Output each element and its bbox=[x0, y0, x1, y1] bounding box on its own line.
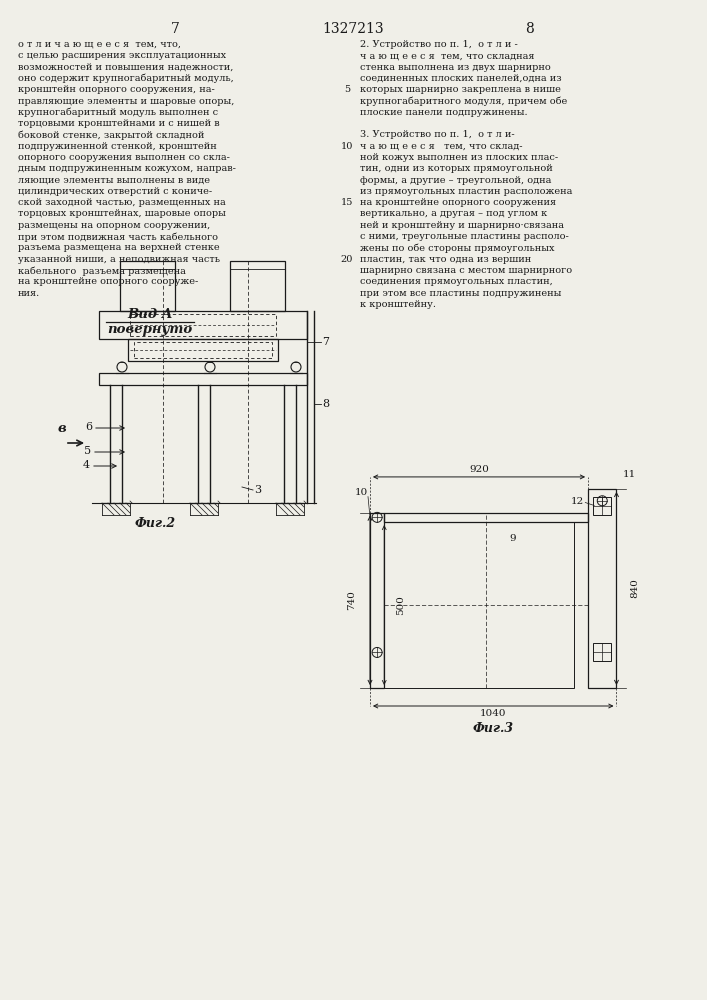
Text: правляющие элементы и шаровые опоры,: правляющие элементы и шаровые опоры, bbox=[18, 97, 235, 105]
Text: 12: 12 bbox=[571, 497, 584, 506]
Text: с ними, треугольные пластины располо-: с ними, треугольные пластины располо- bbox=[360, 232, 568, 241]
Text: 500: 500 bbox=[396, 595, 405, 615]
Text: ной кожух выполнен из плоских плас-: ной кожух выполнен из плоских плас- bbox=[360, 153, 558, 162]
Text: 9: 9 bbox=[509, 534, 515, 543]
Text: подпружиненной стенкой, кронштейн: подпружиненной стенкой, кронштейн bbox=[18, 142, 217, 151]
Text: разъема размещена на верхней стенке: разъема размещена на верхней стенке bbox=[18, 243, 220, 252]
Bar bbox=[384, 522, 574, 688]
Text: повернуто: повернуто bbox=[107, 323, 192, 336]
Bar bbox=[128, 339, 278, 361]
Text: ской заходной частью, размещенных на: ской заходной частью, размещенных на bbox=[18, 198, 226, 207]
Text: кабельного  разъема размещена: кабельного разъема размещена bbox=[18, 266, 186, 275]
Text: 15: 15 bbox=[341, 198, 354, 207]
Bar bbox=[130, 314, 276, 336]
Bar bbox=[230, 261, 285, 311]
Text: крупногабаритный модуль выполнен с: крупногабаритный модуль выполнен с bbox=[18, 108, 218, 117]
Text: торцовых кронштейнах, шаровые опоры: торцовых кронштейнах, шаровые опоры bbox=[18, 210, 226, 219]
Text: шарнирно связана с местом шарнирного: шарнирно связана с местом шарнирного bbox=[360, 266, 572, 275]
Text: Вид А: Вид А bbox=[127, 308, 173, 321]
Text: 7: 7 bbox=[322, 337, 329, 347]
Text: пластин, так что одна из вершин: пластин, так что одна из вершин bbox=[360, 255, 531, 264]
Text: ней и кронштейну и шарнирно·связана: ней и кронштейну и шарнирно·связана bbox=[360, 221, 564, 230]
Text: 5: 5 bbox=[84, 446, 91, 456]
Text: на кронштейне опорного сооруже-: на кронштейне опорного сооруже- bbox=[18, 277, 198, 286]
Text: 840: 840 bbox=[631, 579, 639, 598]
Text: 3. Устройство по п. 1,  о т л и-: 3. Устройство по п. 1, о т л и- bbox=[360, 130, 515, 139]
Text: при этом подвижная часть кабельного: при этом подвижная часть кабельного bbox=[18, 232, 218, 242]
Bar bbox=[588, 489, 617, 688]
Bar bbox=[134, 342, 272, 358]
Bar bbox=[99, 311, 307, 339]
Text: оно содержит крупногабаритный модуль,: оно содержит крупногабаритный модуль, bbox=[18, 74, 234, 83]
Text: при этом все пластины подпружинены: при этом все пластины подпружинены bbox=[360, 289, 561, 298]
Text: о т л и ч а ю щ е е с я  тем, что,: о т л и ч а ю щ е е с я тем, что, bbox=[18, 40, 181, 49]
Text: 6: 6 bbox=[85, 422, 92, 432]
Text: ч а ю щ е е с я  тем, что складная: ч а ю щ е е с я тем, что складная bbox=[360, 51, 534, 60]
Text: соединения прямоугольных пластин,: соединения прямоугольных пластин, bbox=[360, 277, 553, 286]
Text: стенка выполнена из двух шарнирно: стенка выполнена из двух шарнирно bbox=[360, 63, 551, 72]
Bar bbox=[593, 497, 612, 515]
Text: жены по обе стороны прямоугольных: жены по обе стороны прямоугольных bbox=[360, 243, 554, 253]
Text: 8: 8 bbox=[525, 22, 534, 36]
Text: цилиндрических отверстий с кониче-: цилиндрических отверстий с кониче- bbox=[18, 187, 212, 196]
Text: 4: 4 bbox=[83, 460, 90, 470]
Text: тин, одни из которых прямоугольной: тин, одни из которых прямоугольной bbox=[360, 164, 553, 173]
Text: 920: 920 bbox=[469, 465, 489, 474]
Text: 11: 11 bbox=[622, 470, 636, 479]
Text: из прямоугольных пластин расположена: из прямоугольных пластин расположена bbox=[360, 187, 573, 196]
Text: 1040: 1040 bbox=[480, 709, 506, 718]
Text: ляющие элементы выполнены в виде: ляющие элементы выполнены в виде bbox=[18, 176, 210, 185]
Text: 10: 10 bbox=[341, 142, 354, 151]
Text: к кронштейну.: к кронштейну. bbox=[360, 300, 436, 309]
Text: плоские панели подпружинены.: плоские панели подпружинены. bbox=[360, 108, 527, 117]
Text: на кронштейне опорного сооружения: на кронштейне опорного сооружения bbox=[360, 198, 556, 207]
Text: возможностей и повышения надежности,: возможностей и повышения надежности, bbox=[18, 63, 233, 72]
Text: с целью расширения эксплуатационных: с целью расширения эксплуатационных bbox=[18, 51, 226, 60]
Text: ния.: ния. bbox=[18, 289, 40, 298]
Text: 5: 5 bbox=[344, 85, 350, 94]
Text: указанной ниши, а неподвижная часть: указанной ниши, а неподвижная часть bbox=[18, 255, 220, 264]
Text: 8: 8 bbox=[322, 399, 329, 409]
Text: которых шарнирно закреплена в нише: которых шарнирно закреплена в нише bbox=[360, 85, 561, 94]
Text: Фиг.2: Фиг.2 bbox=[134, 517, 175, 530]
Text: Фиг.3: Фиг.3 bbox=[473, 722, 514, 735]
Text: 7: 7 bbox=[170, 22, 180, 36]
Text: 2. Устройство по п. 1,  о т л и -: 2. Устройство по п. 1, о т л и - bbox=[360, 40, 518, 49]
Bar bbox=[99, 373, 307, 385]
Text: вертикально, а другая – под углом к: вертикально, а другая – под углом к bbox=[360, 210, 547, 219]
Text: торцовыми кронштейнами и с нишей в: торцовыми кронштейнами и с нишей в bbox=[18, 119, 220, 128]
Text: в: в bbox=[58, 422, 66, 435]
Text: кронштейн опорного сооружения, на-: кронштейн опорного сооружения, на- bbox=[18, 85, 215, 94]
Text: опорного сооружения выполнен со скла-: опорного сооружения выполнен со скла- bbox=[18, 153, 230, 162]
Text: 10: 10 bbox=[355, 488, 368, 497]
Text: боковой стенке, закрытой складной: боковой стенке, закрытой складной bbox=[18, 130, 204, 140]
Text: 740: 740 bbox=[347, 590, 356, 610]
Text: крупногабаритного модуля, причем обе: крупногабаритного модуля, причем обе bbox=[360, 97, 567, 106]
Text: размещены на опорном сооружении,: размещены на опорном сооружении, bbox=[18, 221, 210, 230]
Text: 1327213: 1327213 bbox=[322, 22, 384, 36]
Text: соединенных плоских панелей,одна из: соединенных плоских панелей,одна из bbox=[360, 74, 561, 83]
Bar bbox=[593, 643, 612, 661]
Text: 3: 3 bbox=[254, 485, 261, 495]
Text: 20: 20 bbox=[341, 255, 354, 264]
Bar bbox=[120, 261, 175, 311]
Text: дным подпружиненным кожухом, направ-: дным подпружиненным кожухом, направ- bbox=[18, 164, 236, 173]
Bar bbox=[384, 513, 588, 522]
Bar bbox=[370, 513, 384, 688]
Text: ч а ю щ е е с я   тем, что склад-: ч а ю щ е е с я тем, что склад- bbox=[360, 142, 522, 151]
Text: формы, а другие – треугольной, одна: формы, а другие – треугольной, одна bbox=[360, 176, 551, 185]
